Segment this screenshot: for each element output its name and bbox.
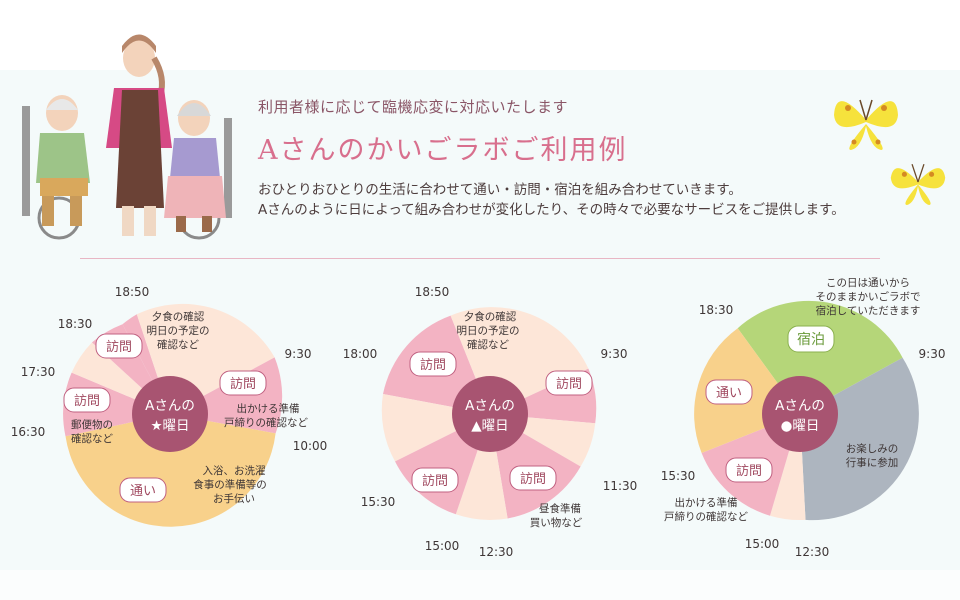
center-circle: [452, 376, 528, 452]
badge-daycare: 通い: [705, 379, 753, 405]
time-label-930: 9:30: [285, 347, 312, 361]
note-2a: 昼食準備: [539, 502, 581, 515]
svg-text:訪問: 訪問: [520, 471, 546, 487]
page-title: Aさんのかいごラボご利用例: [258, 135, 628, 166]
time-label-1530: 15:30: [661, 469, 696, 483]
schedule-chart-2: Aさんの ▲曜日 18:50 18:00 9:30 11:30 15:30 15…: [340, 270, 640, 570]
badge-visit-2: 訪問: [545, 370, 593, 396]
badge-stay: 宿泊: [787, 325, 835, 353]
note-1b: そのままかいごラボで: [816, 290, 921, 303]
note-2b: 行事に参加: [846, 456, 899, 469]
schedule-chart-1: Aさんの ★曜日 18:50 18:30 9:30 17:30 16:30 10…: [11, 270, 327, 570]
time-label-1830: 18:30: [699, 303, 734, 317]
note-2b: 戸締りの確認など: [224, 416, 308, 429]
note-1c: 確認など: [157, 338, 199, 351]
note-4a: 入浴、お洗濯: [203, 465, 266, 477]
note-3b: 戸締りの確認など: [664, 510, 748, 523]
time-label-1800: 18:00: [343, 347, 378, 361]
svg-text:通い: 通い: [130, 484, 156, 499]
time-label-1500: 15:00: [425, 539, 460, 553]
note-1b: 明日の予定の: [457, 324, 520, 337]
badge-visit-3: 訪問: [63, 387, 111, 413]
note-1b: 明日の予定の: [147, 324, 210, 337]
badge-visit-4: 訪問: [509, 465, 557, 491]
time-label-1530: 15:30: [361, 495, 396, 509]
divider-line: [80, 258, 880, 259]
time-label-1630: 16:30: [11, 425, 46, 439]
slice-4: [65, 414, 276, 527]
svg-text:訪問: 訪問: [420, 357, 446, 373]
badge-visit-1: 訪問: [409, 351, 457, 377]
note-2b: 買い物など: [530, 516, 583, 529]
butterfly-icon-small: [890, 163, 946, 205]
description-line-1: おひとりおひとりの生活に合わせて通い・訪問・宿泊を組み合わせていきます。: [258, 182, 742, 198]
center-label-1: Aさんの: [775, 398, 825, 414]
badge-visit-3: 訪問: [411, 467, 459, 493]
svg-text:通い: 通い: [716, 386, 742, 401]
schedule-chart-3: Aさんの ●曜日 18:30 9:30 15:30 15:00 12:30 宿泊…: [650, 270, 950, 570]
badge-visit: 訪問: [725, 457, 773, 483]
time-label-1230: 12:30: [795, 545, 830, 559]
svg-text:訪問: 訪問: [736, 463, 762, 479]
svg-text:宿泊: 宿泊: [797, 331, 825, 348]
badge-visit-2: 訪問: [219, 370, 267, 396]
time-label-1230: 12:30: [479, 545, 514, 559]
slice-1: [737, 300, 903, 414]
time-label-1830: 18:30: [58, 317, 93, 331]
note-1a: 夕食の確認: [152, 310, 205, 323]
center-label-2: ▲曜日: [471, 418, 508, 434]
svg-text:訪問: 訪問: [230, 376, 256, 392]
svg-text:訪問: 訪問: [422, 473, 448, 489]
svg-text:訪問: 訪問: [74, 393, 100, 409]
center-circle: [762, 376, 838, 452]
center-label-1: Aさんの: [145, 398, 195, 414]
subtitle: 利用者様に応じて臨機応変に対応いたします: [258, 98, 569, 116]
center-label-2: ●曜日: [781, 418, 820, 434]
time-label-1850: 18:50: [415, 285, 450, 299]
description-line-2: Aさんのように日によって組み合わせが変化したり、その時々で必要なサービスをご提供…: [258, 202, 845, 218]
slice-6: [455, 414, 508, 520]
badge-daycare: 通い: [119, 477, 167, 503]
note-2a: 出かける準備: [237, 402, 300, 415]
note-4c: お手伝い: [213, 492, 255, 505]
time-label-1000: 10:00: [293, 439, 328, 453]
center-label-2: ★曜日: [150, 418, 189, 434]
badge-visit-1: 訪問: [95, 333, 143, 359]
svg-text:訪問: 訪問: [106, 339, 132, 355]
note-3a: 出かける準備: [675, 496, 738, 509]
note-3a: 郵便物の: [71, 418, 113, 431]
time-label-1730: 17:30: [21, 365, 56, 379]
time-label-1500: 15:00: [745, 537, 780, 551]
butterfly-icon: [834, 99, 898, 150]
top-area: [0, 0, 960, 70]
note-1c: 確認など: [467, 338, 509, 351]
time-label-930: 9:30: [919, 347, 946, 361]
description: おひとりおひとりの生活に合わせて通い・訪問・宿泊を組み合わせていきます。 Aさん…: [258, 180, 845, 220]
center-label-1: Aさんの: [465, 398, 515, 414]
time-label-930: 9:30: [601, 347, 628, 361]
time-label-1850: 18:50: [115, 285, 150, 299]
note-1a: 夕食の確認: [464, 310, 517, 323]
time-label-1130: 11:30: [603, 479, 638, 493]
note-1c: 宿泊していただきます: [816, 304, 921, 317]
svg-text:訪問: 訪問: [556, 376, 582, 392]
note-3b: 確認など: [71, 432, 113, 445]
note-2a: お楽しみの: [846, 442, 899, 455]
note-4b: 食事の準備等の: [193, 478, 267, 491]
note-1a: この日は通いから: [826, 277, 910, 289]
center-circle: [132, 376, 208, 452]
caregiver-illustration: [14, 18, 244, 248]
